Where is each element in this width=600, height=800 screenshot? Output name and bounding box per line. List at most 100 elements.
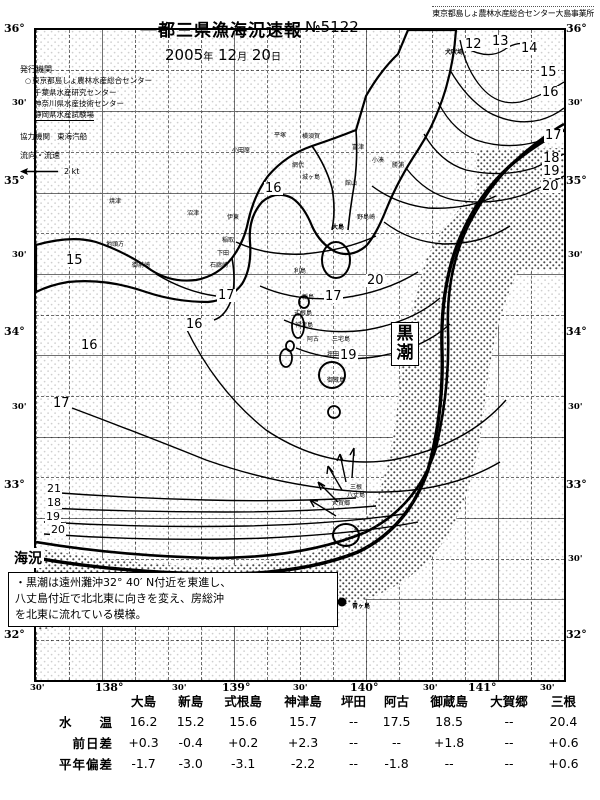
contour-label-16-c: 16 <box>185 317 204 332</box>
heinenhensa-niijima: -3.0 <box>178 756 203 771</box>
issuer-org-list: 東京都島しょ農林水産総合センター 千葉県水産研究センター 神奈川県水産技術センタ… <box>20 75 152 121</box>
contour-label-21-e: 20 <box>541 179 560 194</box>
contour-label-13: 13 <box>491 34 510 49</box>
sea-condition-caption: ・黒潮は遠州灘沖32° 40′ N付近を東進し、 八丈島付近で北北東に向きを変え… <box>8 572 338 627</box>
issuer-org-2: 神奈川県水産技術センター <box>34 99 124 108</box>
lat-label-30a-right: 30' <box>568 98 583 108</box>
issuer-heading: 発行機関 <box>20 65 52 74</box>
heinenhensa-tsubota: -- <box>348 756 358 771</box>
place-label-shikinejima: 式根島 <box>294 310 313 317</box>
contour-label-15-ne: 15 <box>539 65 558 80</box>
place-label-miyakejima: 三宅島 <box>332 336 351 343</box>
contour-label-16-w: 16 <box>80 338 99 353</box>
col-header-ako: 阿古 <box>384 694 410 709</box>
heinenhensa-mikurajima: -- <box>444 756 454 771</box>
issuer-block: 発行機関 東京都島しょ農林水産総合センター 千葉県水産研究センター 神奈川県水産… <box>20 64 152 121</box>
row-label-suion: 水 温 <box>58 715 113 730</box>
place-label-odawara: 小田原 <box>232 147 251 154</box>
zenjitsusa-okago: -- <box>504 735 514 750</box>
contour-label-20-c: 20 <box>366 273 385 288</box>
sst-table: 大島 新島 式根島 神津島 坪田 阿古 御蔵島 大賀郷 三根 水 温 16.2 … <box>8 690 588 774</box>
col-header-mikurajima: 御蔵島 <box>430 694 468 709</box>
cooperating-org-block: 協力機関 東海汽船 <box>20 131 87 142</box>
lat-label-32-right: 32° <box>566 628 587 641</box>
heinenhensa-mitsune: +0.6 <box>548 756 579 771</box>
contour-label-17-e: 17 <box>544 128 563 143</box>
col-header-shikinejima: 式根島 <box>224 694 262 709</box>
contour-label-14: 14 <box>520 41 539 56</box>
contour-label-20-e: 19 <box>542 164 561 179</box>
lon-label-138: 138° <box>95 681 124 694</box>
place-label-mikurajima: 御蔵島 <box>327 377 346 384</box>
lat-label-30d-right: 30' <box>568 554 583 564</box>
lat-label-30c-right: 30' <box>568 402 583 412</box>
place-label-nojimazaki: 野島崎 <box>357 214 376 221</box>
zenjitsusa-oshima: +0.3 <box>128 735 159 750</box>
place-label-yokosuka: 横須賀 <box>302 133 321 140</box>
col-header-okago: 大賀郷 <box>490 694 528 709</box>
contour-label-15-w: 15 <box>65 253 84 268</box>
place-label-jogashima: 城ヶ島 <box>302 174 321 181</box>
place-label-katsuura: 勝浦 <box>392 162 405 169</box>
kuroshio-text: 黒潮 <box>396 324 414 363</box>
suion-kozushima: 15.7 <box>289 714 317 729</box>
zenjitsusa-mikurajima: +1.8 <box>433 735 465 750</box>
col-header-tsubota: 坪田 <box>340 694 366 709</box>
contour-label-21-sw: 20 <box>50 523 66 536</box>
page-title: 一都三県漁海況速報 <box>140 21 302 41</box>
place-label-tsubota: 坪田 <box>327 351 340 358</box>
lon-label-30c: 30' <box>293 683 308 693</box>
table-row-zenjitsusa: 前日差 +0.3 -0.4 +0.2 +2.3 -- -- +1.8 -- +0… <box>8 732 588 753</box>
place-label-jitogata: 地頭方 <box>106 241 125 248</box>
date-day: 20 <box>251 46 271 64</box>
coop-heading: 協力機関 <box>20 132 50 141</box>
place-label-shimoda: 下田 <box>217 250 230 257</box>
place-label-ako: 阿古 <box>307 336 320 343</box>
lat-label-30b-left: 30' <box>12 250 27 260</box>
table-corner-cell <box>8 690 119 711</box>
map-graphics <box>36 30 564 680</box>
report-number: №5122 <box>305 18 359 36</box>
lat-label-33-left: 33° <box>4 478 25 491</box>
lat-label-34-right: 34° <box>566 325 587 338</box>
place-label-tateyama: 館山 <box>345 180 358 187</box>
suion-mikurajima: 18.5 <box>435 714 464 729</box>
lon-label-30b: 30' <box>172 683 187 693</box>
sst-table-wrap: 大島 新島 式根島 神津島 坪田 阿古 御蔵島 大賀郷 三根 水 温 16.2 … <box>0 690 600 774</box>
heinenhensa-ako: -1.8 <box>384 756 409 771</box>
lat-label-34-left: 34° <box>4 325 25 338</box>
zenjitsusa-niijima: -0.4 <box>178 735 203 750</box>
issuer-org-0: 東京都島しょ農林水産総合センター <box>32 75 152 87</box>
report-number-prefix: № <box>305 18 321 36</box>
place-label-kominato: 小湊 <box>372 157 385 164</box>
lat-label-30b-right: 30' <box>568 250 583 260</box>
heinenhensa-oshima: -1.7 <box>131 756 156 771</box>
date-year-unit: 年 <box>203 52 214 63</box>
current-arrow-icon <box>20 168 58 175</box>
place-label-kozushima: 神津島 <box>295 322 314 329</box>
place-label-toshima: 利島 <box>294 268 307 275</box>
date-day-unit: 日 <box>270 52 281 63</box>
heinenhensa-shikinejima: -3.1 <box>230 756 256 771</box>
caption-line-2: を北東に流れている模様。 <box>15 608 147 621</box>
suion-mitsune: 20.4 <box>549 714 578 729</box>
current-legend-label: 流向・流速 <box>20 151 60 160</box>
lon-label-30e: 30' <box>540 683 555 693</box>
coop-org: 東海汽船 <box>57 132 88 141</box>
lat-label-36-left: 36° <box>4 22 25 35</box>
table-header-row: 大島 新島 式根島 神津島 坪田 阿古 御蔵島 大賀郷 三根 <box>8 690 588 711</box>
lat-label-35-left: 35° <box>4 174 25 187</box>
contour-label-18-sw: 21 <box>46 482 62 495</box>
contour-label-18-c: 17 <box>324 289 343 304</box>
place-label-ito: 伊東 <box>227 214 240 221</box>
place-label-aogashima: 青ヶ島 <box>352 603 371 610</box>
date-month: 12 <box>217 46 238 64</box>
current-scale-value: 2 kt <box>64 167 80 176</box>
date-month-unit: 月 <box>237 52 248 63</box>
col-header-niijima: 新島 <box>178 694 204 709</box>
place-label-ajiro: 網代 <box>292 162 305 169</box>
suion-shikinejima: 15.6 <box>229 714 258 729</box>
contour-label-17-c: 17 <box>217 288 236 303</box>
lon-label-140: 140° <box>350 681 379 694</box>
place-label-inubosaki: 犬吠埼 <box>445 49 464 56</box>
